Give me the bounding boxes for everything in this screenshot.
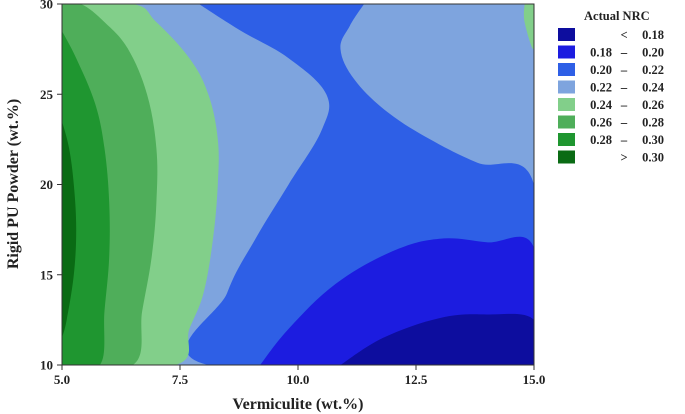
y-axis-label: Rigid PU Powder (wt.%)	[5, 99, 22, 269]
legend-dash: –	[620, 46, 628, 60]
legend-value: 0.30	[642, 151, 664, 165]
legend-dash: –	[620, 133, 628, 147]
legend-swatch	[558, 98, 575, 111]
legend-dash: –	[620, 63, 628, 77]
contour-regions	[62, 4, 534, 365]
y-axis-ticks: 10 15 20 25 30	[40, 0, 62, 373]
y-tick-label: 30	[40, 0, 53, 12]
legend-low: 0.24	[590, 98, 613, 112]
x-tick-label: 15.0	[523, 372, 546, 387]
y-tick-label: 10	[40, 358, 53, 373]
x-tick-label: 12.5	[405, 372, 428, 387]
x-axis-ticks: 5.0 7.5 10.0 12.5 15.0	[54, 365, 546, 387]
legend-swatch	[558, 150, 575, 164]
legend-high: 0.22	[642, 63, 664, 77]
legend-symbol: >	[620, 151, 627, 165]
x-axis-label: Vermiculite (wt.%)	[233, 396, 364, 413]
legend-swatch	[558, 63, 575, 76]
legend-title: Actual NRC	[584, 9, 650, 23]
legend-low: 0.18	[590, 46, 612, 60]
legend-dash: –	[620, 81, 628, 95]
x-tick-label: 10.0	[287, 372, 310, 387]
y-tick-label: 25	[40, 87, 54, 102]
legend-swatch	[558, 45, 575, 59]
legend-dash: –	[620, 116, 628, 130]
x-tick-label: 7.5	[172, 372, 189, 387]
contour-region	[523, 4, 534, 50]
x-tick-label: 5.0	[54, 372, 70, 387]
legend-high: 0.28	[642, 116, 664, 130]
contour-region	[62, 121, 77, 338]
legend-swatch	[558, 80, 575, 94]
y-tick-label: 20	[40, 177, 53, 192]
y-tick-label: 15	[40, 267, 54, 282]
legend-low: 0.26	[590, 116, 612, 130]
legend-dash: –	[620, 98, 628, 112]
legend: Actual NRC <0.180.18–0.200.20–0.220.22–0…	[558, 9, 665, 165]
legend-swatch	[558, 133, 575, 146]
legend-swatch	[558, 115, 575, 129]
legend-high: 0.30	[642, 133, 664, 147]
legend-value: 0.18	[642, 28, 664, 42]
legend-high: 0.24	[642, 81, 665, 95]
contour-region	[340, 313, 534, 365]
contour-region	[62, 31, 110, 365]
legend-high: 0.26	[642, 98, 664, 112]
legend-low: 0.22	[590, 81, 612, 95]
legend-swatch	[558, 28, 575, 41]
legend-symbol: <	[620, 28, 627, 42]
legend-high: 0.20	[642, 46, 664, 60]
legend-low: 0.20	[590, 63, 612, 77]
legend-low: 0.28	[590, 133, 612, 147]
